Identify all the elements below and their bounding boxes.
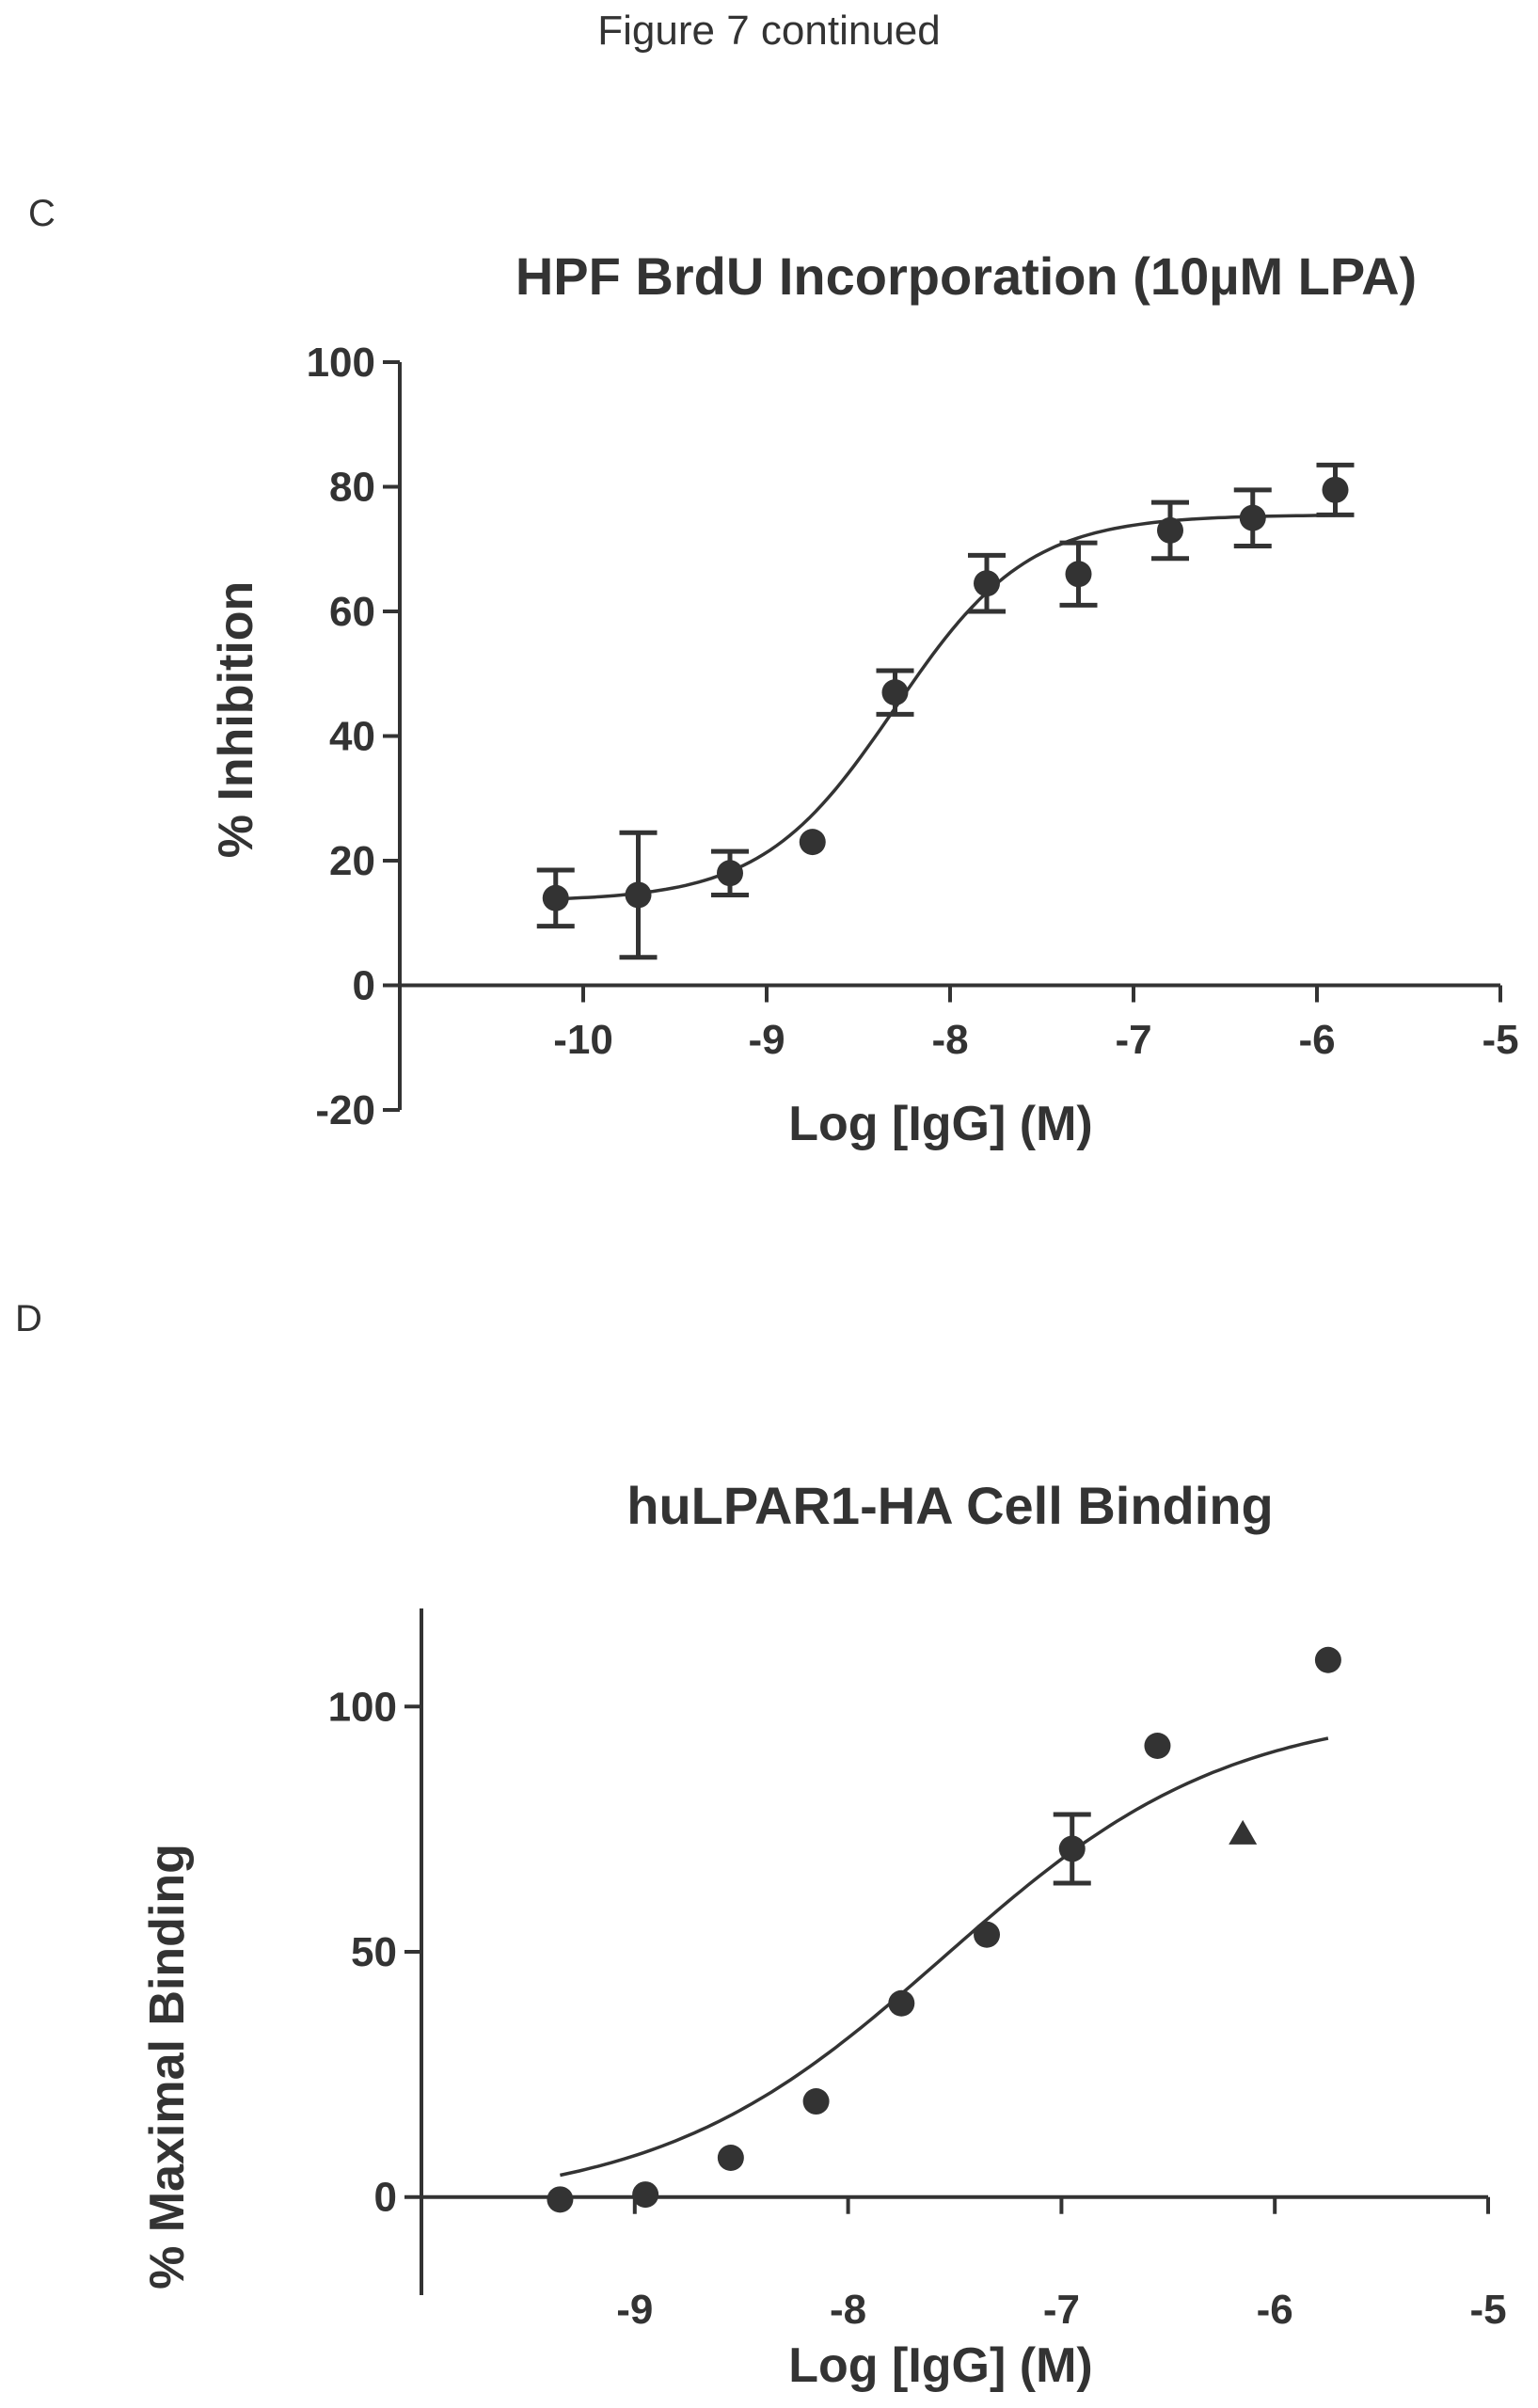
- chart-d-y-axis-label: % Maximal Binding: [140, 1844, 195, 2289]
- figure-title: Figure 7 continued: [597, 8, 941, 54]
- chart-c-data-point: [1065, 561, 1092, 588]
- chart-c-data-point: [1239, 504, 1266, 531]
- chart-c-title: HPF BrdU Incorporation (10µM LPA): [515, 246, 1417, 306]
- chart-d-data-point: [717, 2145, 744, 2171]
- chart-c-y-tick-label: 0: [353, 963, 375, 1009]
- chart-c-y-tick-label: 60: [329, 589, 375, 635]
- chart-c-data-point: [1322, 476, 1349, 503]
- chart-c-y-axis-label: % Inhibition: [209, 581, 263, 859]
- chart-d-y-tick-label: 100: [328, 1684, 397, 1730]
- chart-c-x-tick-label: -6: [1298, 1017, 1335, 1063]
- chart-d-data-point: [1314, 1646, 1341, 1673]
- chart-d-x-axis-label: Log [IgG] (M): [788, 2338, 1092, 2393]
- chart-c-x-axis-label: Log [IgG] (M): [788, 1097, 1092, 1151]
- chart-d-data-point: [974, 1921, 1001, 1948]
- chart-c-data-point: [799, 829, 826, 856]
- chart-c-data-point: [881, 679, 909, 706]
- chart-c-x-tick-label: -7: [1115, 1017, 1151, 1063]
- panel-label-c: C: [28, 193, 55, 234]
- chart-c-data-point: [1157, 516, 1183, 544]
- chart-c-data-point: [542, 884, 569, 911]
- panel-label-d: D: [15, 1298, 42, 1339]
- chart-c-fit-curve: [555, 514, 1336, 901]
- chart-d-title: huLPAR1-HA Cell Binding: [626, 1476, 1274, 1535]
- chart-d-data-point: [547, 2186, 574, 2213]
- chart-d-x-tick-label: -5: [1469, 2287, 1506, 2333]
- chart-d-x-tick-label: -7: [1043, 2287, 1080, 2333]
- chart-d-x-tick-label: -6: [1257, 2287, 1293, 2333]
- chart-d-y-tick-label: 0: [374, 2175, 397, 2221]
- chart-c-x-tick-label: -9: [748, 1017, 785, 1063]
- chart-c-data-point: [625, 881, 652, 909]
- chart-d-x-tick-label: -8: [830, 2287, 866, 2333]
- chart-c-hpf-brdu: HPF BrdU Incorporation (10µM LPA) % Inhi…: [209, 246, 1519, 1151]
- chart-c-x-tick-label: -5: [1482, 1017, 1518, 1063]
- chart-c-y-tick-label: 40: [329, 714, 375, 760]
- chart-c-y-tick-label: -20: [315, 1087, 375, 1133]
- chart-c-data-point: [717, 860, 743, 887]
- chart-d-fit-curve: [560, 1736, 1329, 2178]
- chart-c-y-tick-label: 100: [307, 340, 375, 386]
- chart-d-hulpar1-binding: huLPAR1-HA Cell Binding % Maximal Bindin…: [140, 1476, 1507, 2393]
- chart-d-y-tick-label: 50: [351, 1929, 397, 1975]
- chart-c-x-tick-label: -8: [931, 1017, 968, 1063]
- chart-c-x-tick-label: -10: [553, 1017, 613, 1063]
- chart-d-data-point: [1058, 1835, 1086, 1862]
- chart-d-x-tick-label: -9: [616, 2287, 653, 2333]
- chart-c-y-tick-label: 20: [329, 838, 375, 884]
- chart-c-y-tick-label: 80: [329, 465, 375, 511]
- chart-d-data-point: [888, 1989, 915, 2017]
- chart-c-data-point: [974, 570, 1000, 597]
- chart-d-data-point-triangle: [1229, 1819, 1258, 1845]
- chart-d-data-point: [802, 2088, 830, 2115]
- chart-d-data-point: [1144, 1733, 1171, 1759]
- chart-d-data-point: [632, 2181, 659, 2209]
